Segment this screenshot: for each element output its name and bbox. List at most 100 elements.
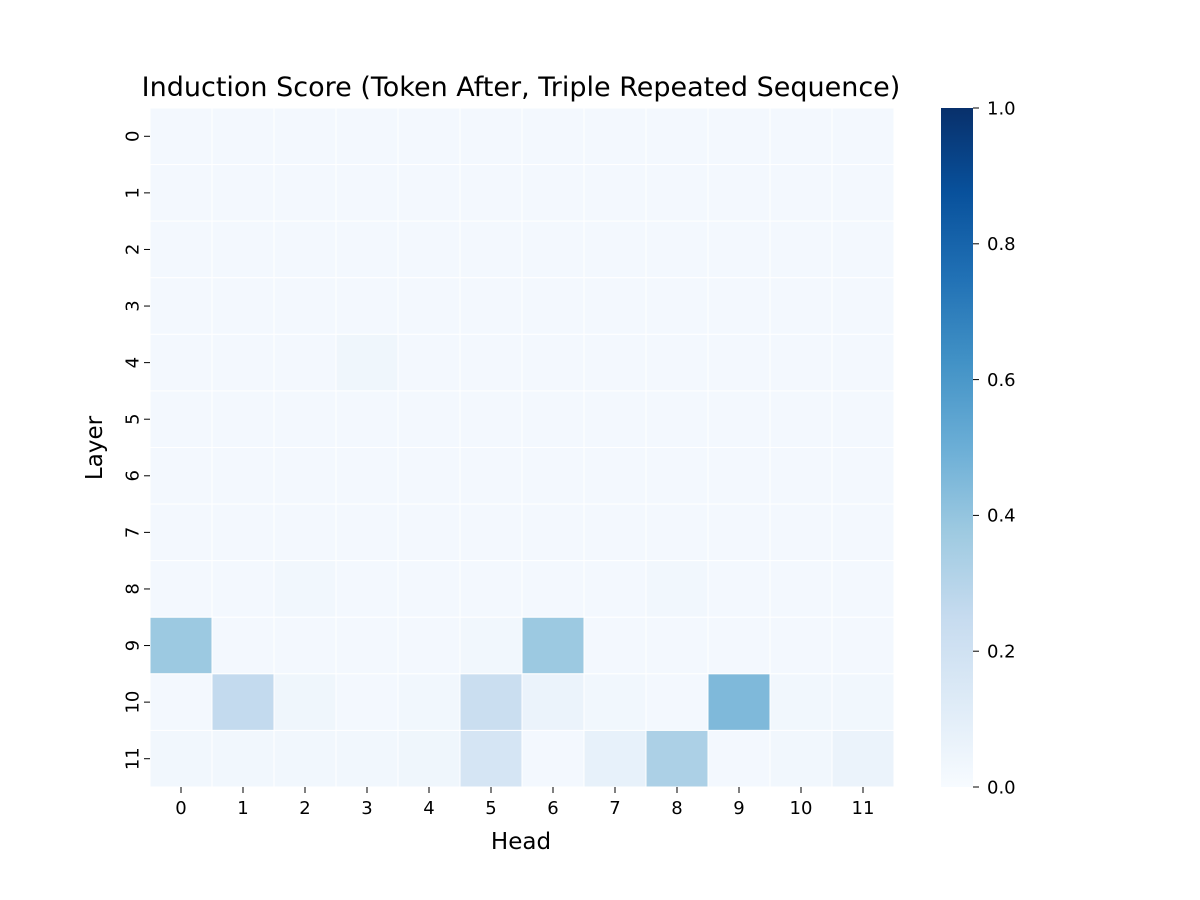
heatmap-cell-l8-h11 — [831, 560, 895, 618]
heatmap-cell-l3-h2 — [273, 277, 337, 335]
heatmap-cell-l6-h1 — [211, 447, 275, 505]
heatmap-cell-l6-h2 — [273, 447, 337, 505]
heatmap-cell-l0-h1 — [211, 107, 275, 166]
heatmap-cell-l6-h3 — [335, 447, 399, 505]
heatmap-cell-l11-h0 — [149, 729, 213, 788]
heatmap-cell-l4-h7 — [583, 333, 647, 392]
heatmap-cell-l2-h3 — [335, 220, 399, 279]
heatmap-cell-l7-h8 — [645, 503, 709, 562]
heatmap-cell-l3-h10 — [769, 277, 833, 335]
heatmap-cell-l2-h4 — [397, 220, 461, 279]
heatmap-cell-l4-h8 — [645, 333, 709, 392]
heatmap-cell-l6-h6 — [521, 447, 585, 505]
heatmap-cell-l3-h0 — [149, 277, 213, 335]
heatmap-cell-l8-h4 — [397, 560, 461, 618]
heatmap-cell-l10-h3 — [335, 673, 399, 731]
y-tick-label: 1 — [122, 187, 143, 198]
heatmap-cell-l0-h9 — [707, 107, 771, 166]
heatmap-cell-l5-h10 — [769, 390, 833, 448]
y-tick-label: 9 — [122, 640, 143, 651]
heatmap-cell-l4-h6 — [521, 333, 585, 392]
heatmap-cell-l7-h6 — [521, 503, 585, 562]
heatmap-cell-l2-h0 — [149, 220, 213, 279]
heatmap-cell-l5-h6 — [521, 390, 585, 448]
heatmap-cell-l11-h6 — [521, 729, 585, 788]
heatmap-cell-l8-h5 — [459, 560, 523, 618]
heatmap-cell-l10-h2 — [273, 673, 337, 731]
y-tick-label: 4 — [122, 357, 143, 368]
heatmap-cell-l2-h8 — [645, 220, 709, 279]
heatmap-cell-l2-h7 — [583, 220, 647, 279]
heatmap-cell-l5-h11 — [831, 390, 895, 448]
x-axis-ticks: 0 1 2 3 4 5 6 7 8 9 10 11 — [175, 787, 874, 819]
heatmap-cell-l4-h1 — [211, 333, 275, 392]
heatmap-cell-l3-h3 — [335, 277, 399, 335]
heatmap-cell-l10-h0 — [149, 673, 213, 731]
heatmap-cell-l9-h9 — [707, 616, 771, 675]
heatmap-cell-l1-h9 — [707, 164, 771, 222]
heatmap-cell-l5-h4 — [397, 390, 461, 448]
heatmap-cell-l4-h11 — [831, 333, 895, 392]
y-tick-label: 5 — [122, 413, 143, 424]
heatmap-cell-l9-h10 — [769, 616, 833, 675]
heatmap-cell-l0-h4 — [397, 107, 461, 166]
colorbar-tick-label: 0.2 — [987, 642, 1016, 663]
heatmap-cell-l4-h10 — [769, 333, 833, 392]
colorbar-ticks: 0.0 0.2 0.4 0.6 0.8 1.0 — [973, 98, 1016, 798]
colorbar — [941, 108, 973, 787]
heatmap-cell-l7-h1 — [211, 503, 275, 562]
heatmap-cell-l11-h5 — [459, 729, 523, 788]
heatmap-cell-l4-h4 — [397, 333, 461, 392]
heatmap-cell-l9-h5 — [459, 616, 523, 675]
heatmap-cell-l5-h3 — [335, 390, 399, 448]
heatmap-cell-l1-h0 — [149, 164, 213, 222]
heatmap-cell-l4-h9 — [707, 333, 771, 392]
heatmap-cell-l10-h11 — [831, 673, 895, 731]
heatmap-cell-l7-h9 — [707, 503, 771, 562]
y-axis-title: Layer — [82, 415, 108, 480]
heatmap-cell-l1-h11 — [831, 164, 895, 222]
heatmap-cell-l5-h1 — [211, 390, 275, 448]
heatmap-cell-l10-h4 — [397, 673, 461, 731]
heatmap-cell-l10-h10 — [769, 673, 833, 731]
heatmap-cell-l5-h9 — [707, 390, 771, 448]
x-tick-label: 9 — [733, 798, 744, 819]
heatmap-cell-l2-h11 — [831, 220, 895, 279]
y-tick-label: 7 — [122, 527, 143, 538]
heatmap-cell-l2-h1 — [211, 220, 275, 279]
heatmap-cell-l1-h3 — [335, 164, 399, 222]
y-tick-label: 11 — [122, 747, 143, 770]
heatmap-cell-l11-h1 — [211, 729, 275, 788]
y-tick-label: 8 — [122, 583, 143, 594]
heatmap-cell-l11-h2 — [273, 729, 337, 788]
heatmap-cell-l1-h4 — [397, 164, 461, 222]
x-axis-title: Head — [491, 829, 551, 855]
heatmap-cell-l5-h2 — [273, 390, 337, 448]
heatmap-cell-l9-h11 — [831, 616, 895, 675]
heatmap-cell-l10-h9 — [707, 673, 771, 731]
heatmap-cell-l3-h6 — [521, 277, 585, 335]
x-tick-label: 1 — [237, 798, 248, 819]
heatmap-cell-l11-h9 — [707, 729, 771, 788]
heatmap-cell-l7-h5 — [459, 503, 523, 562]
heatmap-cell-l5-h0 — [149, 390, 213, 448]
heatmap-cell-l3-h11 — [831, 277, 895, 335]
heatmap-cell-l1-h10 — [769, 164, 833, 222]
colorbar-tick-label: 1.0 — [987, 98, 1016, 119]
heatmap-cell-l9-h6 — [521, 616, 585, 675]
heatmap-cell-l5-h5 — [459, 390, 523, 448]
heatmap-cell-l5-h8 — [645, 390, 709, 448]
colorbar-tick-label: 0.6 — [987, 370, 1016, 391]
x-tick-label: 10 — [790, 798, 813, 819]
heatmap-cell-l7-h10 — [769, 503, 833, 562]
x-tick-label: 11 — [852, 798, 875, 819]
heatmap-cell-l7-h11 — [831, 503, 895, 562]
heatmap-cell-l0-h10 — [769, 107, 833, 166]
heatmap-cell-l7-h4 — [397, 503, 461, 562]
heatmap-cell-l6-h10 — [769, 447, 833, 505]
heatmap-cell-l3-h5 — [459, 277, 523, 335]
heatmap-cell-l9-h3 — [335, 616, 399, 675]
heatmap-cell-l1-h7 — [583, 164, 647, 222]
heatmap-cell-l4-h3 — [335, 333, 399, 392]
